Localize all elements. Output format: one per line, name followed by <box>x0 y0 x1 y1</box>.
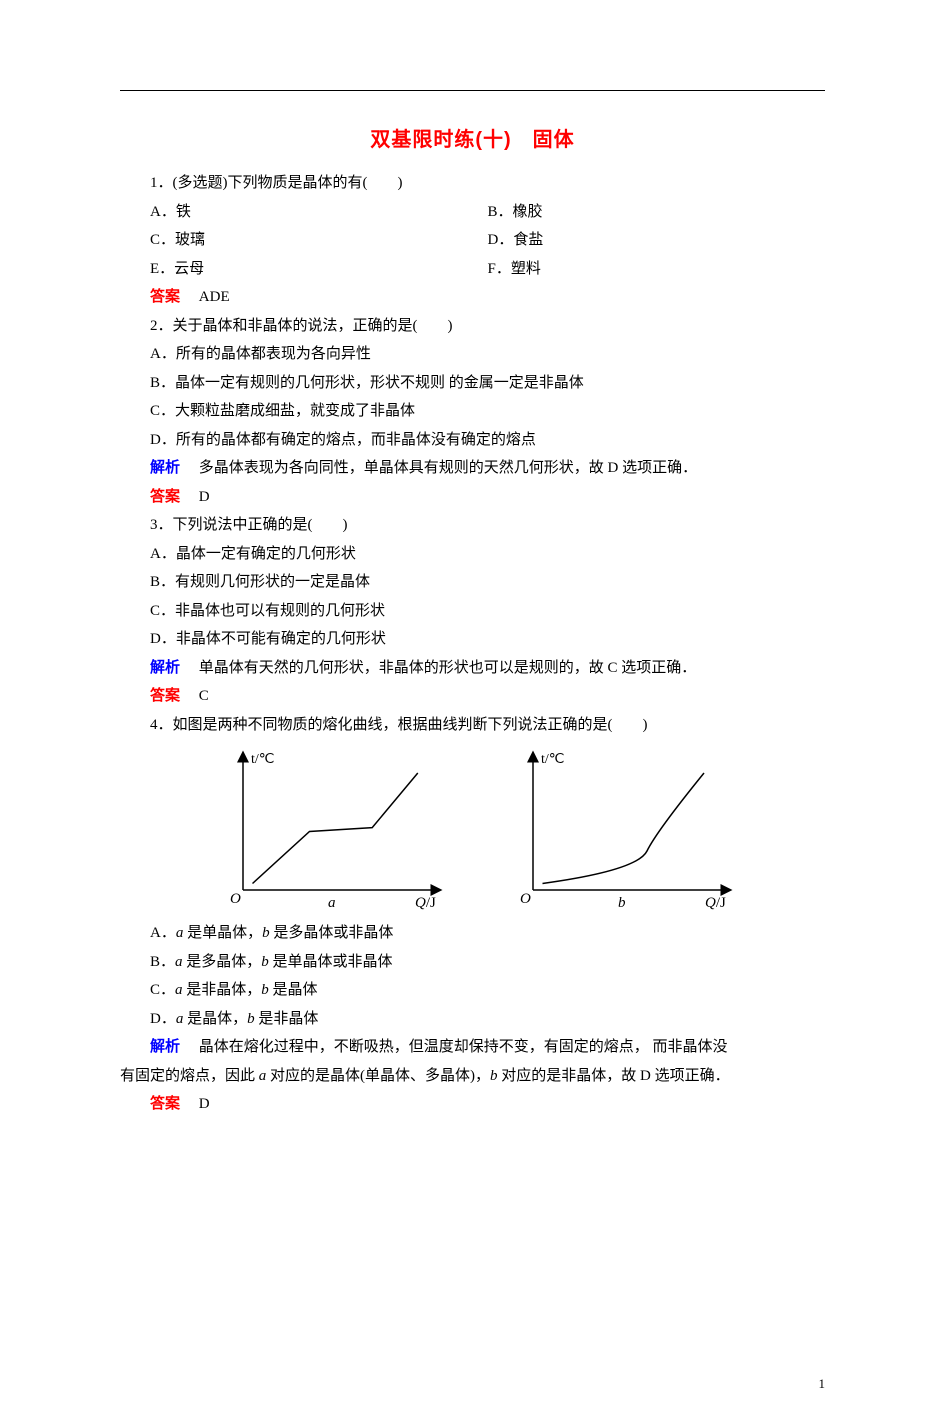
q3-answer-value: C <box>199 688 209 704</box>
q4-figure-row: t/℃ O Q/J a t/℃ O Q/J b <box>120 745 825 915</box>
var-a: a <box>175 954 183 970</box>
q1-opts-row2: C．玻璃 D．食盐 <box>120 226 825 255</box>
chart-b-caption: b <box>618 895 626 911</box>
spacer <box>184 489 199 505</box>
q4-explain2-mid: 对应的是晶体(单晶体、多晶体)， <box>266 1068 490 1084</box>
q2-answer-line: 答案 D <box>120 483 825 512</box>
opt-prefix: A． <box>150 925 176 941</box>
q2-stem: 2．关于晶体和非晶体的说法，正确的是( ) <box>120 312 825 341</box>
question-2: 2．关于晶体和非晶体的说法，正确的是( ) A．所有的晶体都表现为各向异性 B．… <box>120 312 825 512</box>
q3-explain-line: 解析 单晶体有天然的几何形状，非晶体的形状也可以是规则的，故 C 选项正确． <box>120 654 825 683</box>
var-b: b <box>261 982 269 998</box>
q1-opt-d: D．食盐 <box>488 226 826 255</box>
header-rule <box>120 90 825 91</box>
chart-b-ylabel: t/℃ <box>541 752 565 767</box>
q4-explain-line1: 解析 晶体在熔化过程中，不断吸热，但温度却保持不变，有固定的熔点， 而非晶体没 <box>120 1033 825 1062</box>
spacer <box>184 460 199 476</box>
q3-opt-b: B．有规则几何形状的一定是晶体 <box>120 568 825 597</box>
q3-opt-c: C．非晶体也可以有规则的几何形状 <box>120 597 825 626</box>
q4-explain2-pre: 有固定的熔点，因此 <box>120 1068 259 1084</box>
opt-mid: 是多晶体， <box>183 954 262 970</box>
var-b: b <box>490 1068 498 1084</box>
opt-prefix: C． <box>150 982 175 998</box>
q1-opts-row3: E．云母 F．塑料 <box>120 255 825 284</box>
explain-label: 解析 <box>150 659 180 676</box>
q2-opt-b: B．晶体一定有规则的几何形状，形状不规则 的金属一定是非晶体 <box>120 369 825 398</box>
spacer <box>184 688 199 704</box>
q4-opt-c: C．a 是非晶体，b 是晶体 <box>120 976 825 1005</box>
opt-mid: 是晶体， <box>183 1011 247 1027</box>
chart-a: t/℃ O Q/J a <box>203 745 453 915</box>
opt-prefix: D． <box>150 1011 176 1027</box>
q2-explain-text: 多晶体表现为各向同性，单晶体具有规则的天然几何形状，故 D 选项正确． <box>199 460 697 476</box>
q4-explain-line2: 有固定的熔点，因此 a 对应的是晶体(单晶体、多晶体)，b 对应的是非晶体，故 … <box>120 1062 825 1091</box>
q1-answer <box>184 289 199 305</box>
q3-opt-a: A．晶体一定有确定的几何形状 <box>120 540 825 569</box>
opt-post: 是晶体 <box>269 982 318 998</box>
page-title: 双基限时练(十) 固体 <box>120 121 825 159</box>
opt-mid: 是单晶体， <box>183 925 262 941</box>
q1-answer-value: ADE <box>199 289 230 305</box>
q3-explain-text: 单晶体有天然的几何形状，非晶体的形状也可以是规则的，故 C 选项正确． <box>199 660 697 676</box>
chart-a-origin: O <box>230 891 241 907</box>
var-b: b <box>261 954 269 970</box>
chart-a-caption: a <box>328 895 336 911</box>
page-number: 1 <box>819 1372 826 1397</box>
q1-answer-line: 答案 ADE <box>120 283 825 312</box>
opt-prefix: B． <box>150 954 175 970</box>
q2-explain-line: 解析 多晶体表现为各向同性，单晶体具有规则的天然几何形状，故 D 选项正确． <box>120 454 825 483</box>
chart-b-origin: O <box>520 891 531 907</box>
q4-opt-b: B．a 是多晶体，b 是单晶体或非晶体 <box>120 948 825 977</box>
q1-stem: 1．(多选题)下列物质是晶体的有( ) <box>120 169 825 198</box>
q3-answer-line: 答案 C <box>120 682 825 711</box>
question-3: 3．下列说法中正确的是( ) A．晶体一定有确定的几何形状 B．有规则几何形状的… <box>120 511 825 711</box>
var-b: b <box>247 1011 255 1027</box>
q4-stem: 4．如图是两种不同物质的熔化曲线，根据曲线判断下列说法正确的是( ) <box>120 711 825 740</box>
answer-label: 答案 <box>150 1095 180 1112</box>
answer-label: 答案 <box>150 488 180 505</box>
q1-opts-row1: A．铁 B．橡胶 <box>120 198 825 227</box>
q4-opt-d: D．a 是晶体，b 是非晶体 <box>120 1005 825 1034</box>
q3-stem: 3．下列说法中正确的是( ) <box>120 511 825 540</box>
q1-opt-e: E．云母 <box>150 255 488 284</box>
page: 双基限时练(十) 固体 1．(多选题)下列物质是晶体的有( ) A．铁 B．橡胶… <box>0 0 945 1427</box>
answer-label: 答案 <box>150 288 180 305</box>
opt-post: 是非晶体 <box>255 1011 319 1027</box>
var-a: a <box>175 982 183 998</box>
chart-a-xlabel: Q/J <box>415 895 436 911</box>
q4-explain1: 晶体在熔化过程中，不断吸热，但温度却保持不变，有固定的熔点， 而非晶体没 <box>199 1039 728 1055</box>
q1-opt-a: A．铁 <box>150 198 488 227</box>
chart-a-ylabel: t/℃ <box>251 752 275 767</box>
q1-opt-f: F．塑料 <box>488 255 826 284</box>
chart-a-line <box>252 773 417 884</box>
q3-opt-d: D．非晶体不可能有确定的几何形状 <box>120 625 825 654</box>
q2-opt-d: D．所有的晶体都有确定的熔点，而非晶体没有确定的熔点 <box>120 426 825 455</box>
var-b: b <box>262 925 270 941</box>
q4-answer-line: 答案 D <box>120 1090 825 1119</box>
opt-post: 是单晶体或非晶体 <box>269 954 393 970</box>
spacer <box>184 1096 199 1112</box>
q4-explain2-post: 对应的是非晶体，故 D 选项正确． <box>498 1068 730 1084</box>
chart-b: t/℃ O Q/J b <box>493 745 743 915</box>
q4-answer-value: D <box>199 1096 210 1112</box>
question-1: 1．(多选题)下列物质是晶体的有( ) A．铁 B．橡胶 C．玻璃 D．食盐 E… <box>120 169 825 312</box>
q1-opt-c: C．玻璃 <box>150 226 488 255</box>
q1-opt-b: B．橡胶 <box>488 198 826 227</box>
explain-label: 解析 <box>150 1038 180 1055</box>
q4-opt-a: A．a 是单晶体，b 是多晶体或非晶体 <box>120 919 825 948</box>
chart-b-line <box>542 773 704 884</box>
answer-label: 答案 <box>150 687 180 704</box>
opt-post: 是多晶体或非晶体 <box>270 925 394 941</box>
chart-b-xlabel: Q/J <box>705 895 726 911</box>
q2-answer-value: D <box>199 489 210 505</box>
question-4: 4．如图是两种不同物质的熔化曲线，根据曲线判断下列说法正确的是( ) t/℃ O… <box>120 711 825 1119</box>
q2-opt-a: A．所有的晶体都表现为各向异性 <box>120 340 825 369</box>
opt-mid: 是非晶体， <box>183 982 262 998</box>
spacer <box>184 660 199 676</box>
q2-opt-c: C．大颗粒盐磨成细盐，就变成了非晶体 <box>120 397 825 426</box>
explain-label: 解析 <box>150 459 180 476</box>
spacer <box>184 1039 199 1055</box>
